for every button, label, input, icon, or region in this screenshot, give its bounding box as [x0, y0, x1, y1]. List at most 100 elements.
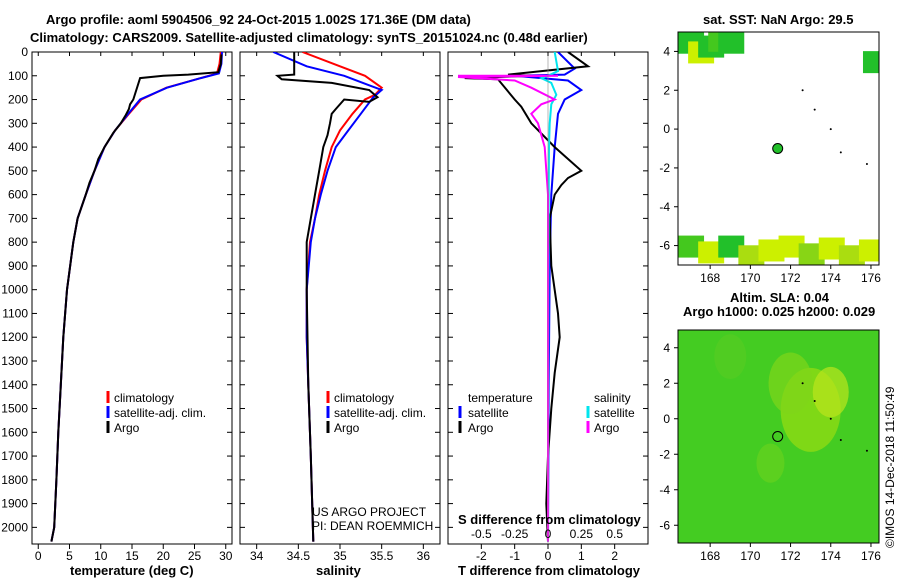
sst-cell [818, 237, 845, 260]
salinity-xtick-label: 36 [417, 549, 431, 563]
salinity-xtick-label: 34.5 [287, 549, 311, 563]
salinity-xlabel: salinity [316, 563, 362, 578]
legend-s-climatology: climatology [334, 391, 394, 405]
depth-tick-label: 200 [8, 93, 28, 107]
difference-lines [457, 52, 591, 544]
credit-project: US ARGO PROJECT [312, 505, 427, 519]
sst-map-xtick-label: 172 [781, 271, 801, 285]
sst-cell [778, 235, 805, 258]
temperature-xtick-label: 30 [219, 549, 233, 563]
island-dot [865, 449, 868, 452]
s-difference-tick-label: 0 [545, 527, 552, 541]
sla-map-content [678, 330, 879, 543]
island-dot [839, 439, 842, 442]
depth-tick-label: 900 [8, 259, 28, 273]
sst-map-xtick-label: 174 [821, 271, 841, 285]
island-dot [813, 108, 816, 111]
difference-series-salinity-argo [457, 74, 559, 542]
depth-tick-label: 1300 [1, 354, 28, 368]
sst-cell [698, 241, 725, 264]
temperature-xtick-label: 5 [66, 549, 73, 563]
depth-tick-label: 1500 [1, 402, 28, 416]
temperature-xtick-label: 10 [94, 549, 108, 563]
difference-xtick-label: 0 [545, 549, 552, 563]
sst-cell [838, 245, 865, 265]
s-difference-tick-label: -0.25 [501, 527, 529, 541]
legend-temperature-title: temperature [468, 391, 533, 405]
sla-map-ytick-label: 0 [663, 412, 670, 426]
legend-s-argo: Argo [334, 421, 360, 435]
sst-map-ytick-label: 0 [663, 122, 670, 136]
salinity-series-argo [274, 52, 380, 542]
sla-map-xtick-label: 168 [700, 549, 720, 563]
temperature-xlabel: temperature (deg C) [70, 563, 194, 578]
depth-tick-label: 2000 [1, 520, 28, 534]
depth-tick-label: 300 [8, 116, 28, 130]
salinity-series-satellite-adj-clim- [272, 52, 384, 542]
legend-t-argo: Argo [468, 421, 494, 435]
sst-cell [798, 243, 825, 265]
difference-xlabel: T difference from climatology [458, 563, 641, 578]
salinity-series-climatology [302, 52, 384, 542]
temperature-xtick-label: 15 [125, 549, 139, 563]
sst-cell [862, 51, 879, 74]
salinity-xtick-label: 35.5 [370, 549, 394, 563]
difference-xtick-label: -1 [509, 549, 520, 563]
sla-map-xtick-label: 170 [740, 549, 760, 563]
sla-anomaly-patch [714, 334, 747, 380]
sst-cell [858, 239, 879, 262]
depth-tick-label: 1100 [2, 306, 28, 320]
depth-tick-label: 1000 [1, 283, 28, 297]
sst-map-xtick-label: 168 [700, 271, 720, 285]
temperature-series-argo [50, 54, 223, 542]
island-dot [839, 151, 842, 154]
difference-series-temperature-argo [464, 52, 591, 542]
difference-xtick-label: 2 [611, 549, 618, 563]
sla-map-ytick-label: -2 [659, 447, 670, 461]
sst-map-xtick-label: 176 [861, 271, 881, 285]
depth-tick-label: 1900 [1, 497, 28, 511]
map-ticks: 168 170 172 174 176 4 2 0 -2 -4 -6 168 170 172 174 176 4… [659, 44, 881, 563]
s-difference-tick-label: 0.5 [606, 527, 623, 541]
temperature-xtick-label: 25 [188, 549, 202, 563]
sst-map-content [678, 32, 879, 265]
legend-satellite: satellite-adj. clim. [114, 406, 206, 420]
axis-ticks: 0 5 10 15 20 25 300100200300400500600700800900… [1, 45, 648, 563]
sst-map-ytick-label: -2 [659, 161, 670, 175]
sla-map-subtitle: Argo h1000: 0.025 h2000: 0.029 [683, 304, 875, 319]
temperature-series-satellite-adj-clim- [50, 52, 223, 542]
sla-anomaly-patch [812, 366, 849, 418]
sla-map-ytick-label: -6 [659, 518, 670, 532]
difference-legend: temperature satellite Argo salinity sate… [458, 391, 635, 435]
sla-map-ytick-label: -4 [659, 483, 670, 497]
depth-tick-label: 1700 [1, 449, 28, 463]
sst-cell [718, 235, 745, 258]
legend-t-satellite: satellite [468, 406, 509, 420]
sla-map-xtick-label: 176 [861, 549, 881, 563]
legend-s-arg: Argo [594, 421, 620, 435]
sst-map-xtick-label: 170 [740, 271, 760, 285]
sla-map-ytick-label: 2 [663, 376, 670, 390]
depth-tick-label: 0 [21, 45, 28, 59]
depth-tick-label: 1400 [1, 378, 28, 392]
salinity-panel [239, 51, 441, 545]
title-line-1: Argo profile: aoml 5904506_92 24-Oct-201… [46, 12, 471, 27]
temperature-panel [31, 51, 233, 545]
argo-position-marker [772, 431, 784, 442]
island-dot [829, 128, 832, 131]
argo-position-marker [772, 143, 784, 154]
s-difference-tick-label: 0.25 [570, 527, 594, 541]
sst-map-ytick-label: 4 [663, 44, 670, 58]
island-dot [801, 382, 804, 385]
sst-map-ytick-label: -4 [659, 200, 670, 214]
depth-tick-label: 1200 [1, 330, 28, 344]
sla-map-title: Altim. SLA: 0.04 [730, 290, 830, 305]
sla-map-ytick-label: 4 [663, 341, 670, 355]
island-dot [865, 163, 868, 166]
difference-s-title: S difference from climatology [458, 512, 642, 527]
difference-series-temperature-satellite [514, 52, 584, 542]
depth-tick-label: 100 [8, 69, 28, 83]
title-line-2: Climatology: CARS2009. Satellite-adjuste… [30, 30, 588, 45]
depth-tick-label: 1600 [1, 425, 28, 439]
